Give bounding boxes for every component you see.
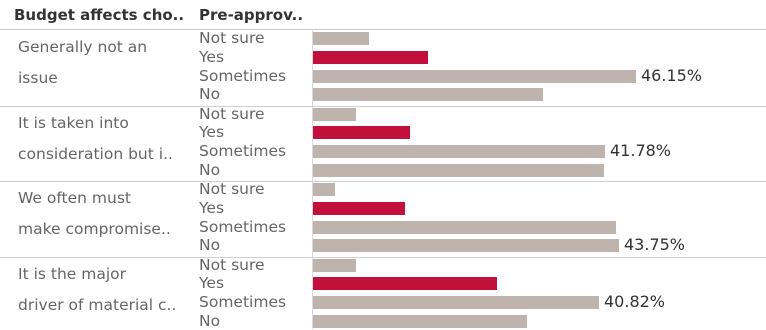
- row-label-line: Generally not an: [18, 38, 148, 56]
- bar-4-sometimes[interactable]: [313, 296, 599, 309]
- data-label: 46.15%: [641, 66, 703, 85]
- row-label-line: It is the major: [18, 265, 127, 283]
- bar-2-yes[interactable]: [313, 126, 410, 139]
- row-label-line: driver of material c..: [18, 296, 177, 314]
- bar-axis-line: [312, 30, 313, 329]
- data-label: 43.75%: [624, 235, 686, 254]
- row-label-line: consideration but i..: [18, 145, 173, 163]
- category-label-yes: Yes: [199, 199, 225, 217]
- bar-2-not-sure[interactable]: [313, 108, 356, 121]
- bar-4-no[interactable]: [313, 315, 527, 328]
- bar-1-yes[interactable]: [313, 51, 428, 64]
- group-separator: [0, 257, 766, 258]
- bar-1-no[interactable]: [313, 88, 543, 101]
- category-label-not-sure: Not sure: [199, 105, 265, 123]
- bar-3-not-sure[interactable]: [313, 183, 335, 196]
- category-label-no: No: [199, 236, 221, 254]
- column-header-budget[interactable]: Budget affects cho..: [14, 6, 185, 24]
- category-label-not-sure: Not sure: [199, 29, 265, 47]
- data-label: 41.78%: [610, 141, 672, 160]
- row-label-line: We often must: [18, 189, 131, 207]
- category-label-no: No: [199, 312, 221, 330]
- category-label-sometimes: Sometimes: [199, 218, 287, 236]
- bar-3-yes[interactable]: [313, 202, 405, 215]
- bar-3-no[interactable]: [313, 239, 619, 252]
- bar-4-not-sure[interactable]: [313, 259, 356, 272]
- category-label-not-sure: Not sure: [199, 256, 265, 274]
- bar-2-sometimes[interactable]: [313, 145, 605, 158]
- bar-2-no[interactable]: [313, 164, 604, 177]
- category-label-sometimes: Sometimes: [199, 293, 287, 311]
- category-label-not-sure: Not sure: [199, 180, 265, 198]
- category-label-sometimes: Sometimes: [199, 67, 287, 85]
- bar-1-sometimes[interactable]: [313, 70, 636, 83]
- row-label-3[interactable]: We often must make compromise..: [18, 183, 190, 245]
- column-header-pre-approval[interactable]: Pre-approv..: [199, 6, 304, 24]
- category-label-no: No: [199, 161, 221, 179]
- row-label-line: make compromise..: [18, 220, 171, 238]
- group-separator: [0, 106, 766, 107]
- header-separator: [0, 29, 766, 30]
- category-label-sometimes: Sometimes: [199, 142, 287, 160]
- row-label-line: It is taken into: [18, 114, 129, 132]
- row-label-2[interactable]: It is taken into consideration but i..: [18, 108, 190, 170]
- category-label-yes: Yes: [199, 48, 225, 66]
- category-label-yes: Yes: [199, 123, 225, 141]
- category-label-yes: Yes: [199, 274, 225, 292]
- row-label-1[interactable]: Generally not an issue: [18, 32, 190, 94]
- group-separator: [0, 181, 766, 182]
- data-label: 40.82%: [604, 292, 666, 311]
- bar-3-sometimes[interactable]: [313, 221, 616, 234]
- bar-4-yes[interactable]: [313, 277, 497, 290]
- row-label-4[interactable]: It is the major driver of material c..: [18, 259, 190, 321]
- bar-1-not-sure[interactable]: [313, 32, 369, 45]
- category-label-no: No: [199, 85, 221, 103]
- row-label-line: issue: [18, 69, 58, 87]
